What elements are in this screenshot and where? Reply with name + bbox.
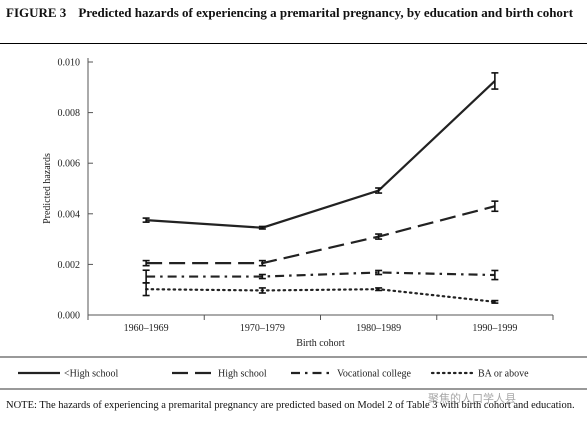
y-tick-label: 0.002 [58,260,81,271]
plot-area: 0.000 0.002 0.004 0.006 0.008 0.010 1960–1969 1… [42,58,554,349]
legend-label-vocational-college: Vocational college [337,369,412,380]
series-line-ba-or-above [145,288,496,303]
x-axis-title: Birth cohort [296,338,345,349]
figure-header: FIGURE 3 Predicted hazards of experiencin… [0,0,587,44]
legend: <High school High school Vocational colleg… [0,356,587,390]
series-line-high-school [146,80,496,229]
y-axis-title: Predicted hazards [42,153,53,224]
y-tick-label: 0.000 [58,311,81,322]
figure-note: NOTE: The hazards of experiencing a prem… [6,400,575,411]
y-tick-label: 0.010 [58,58,81,69]
x-tick-label: 1970–1979 [240,323,285,334]
y-tick-label: 0.008 [58,108,81,119]
x-tick-label: 1990–1999 [472,323,517,334]
line-chart: 0.000 0.002 0.004 0.006 0.008 0.010 1960–1969 1… [0,58,587,390]
legend-label-ba-or-above: BA or above [478,369,529,380]
series-line-high-school [146,205,496,265]
x-tick-label: 1980–1989 [356,323,401,334]
figure-title: FIGURE 3 Predicted hazards of experiencin… [6,5,578,21]
series-line-vocational-college [146,271,495,278]
legend-label-high-school: <High school [64,369,118,380]
legend-label-high-school: High school [218,369,267,380]
watermark: 聚焦的人口学人县 [428,392,516,405]
y-tick-label: 0.006 [58,159,81,170]
figure-title-text: Predicted hazards of experiencing a prem… [78,5,574,20]
figure-label: FIGURE 3 [6,5,67,20]
x-tick-label: 1960–1969 [124,323,169,334]
y-tick-label: 0.004 [58,209,81,220]
